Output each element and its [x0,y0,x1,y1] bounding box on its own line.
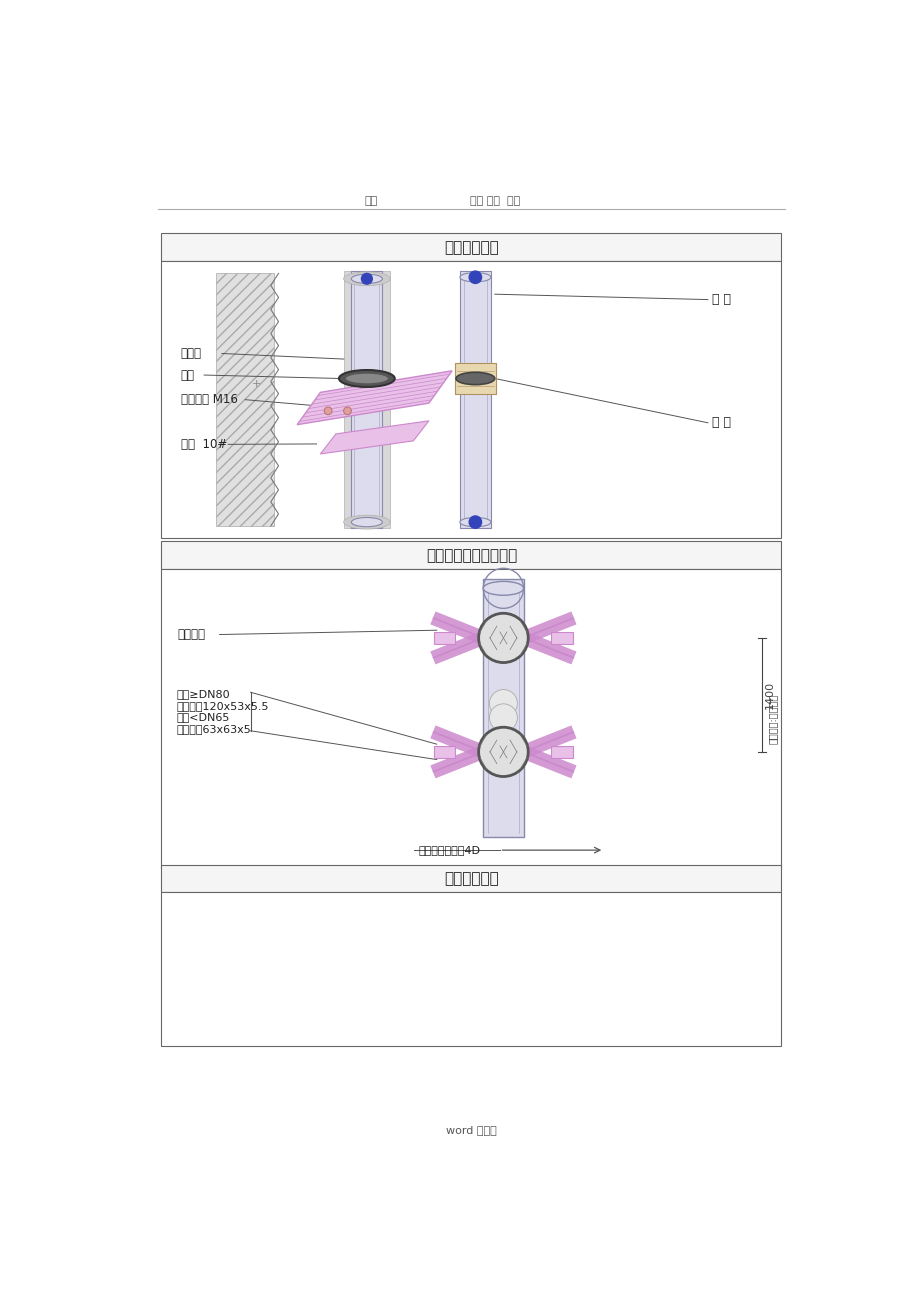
Text: +: + [252,379,261,390]
Circle shape [469,516,481,528]
Ellipse shape [344,515,390,529]
Ellipse shape [345,373,388,384]
Text: 保温层: 保温层 [181,347,201,360]
Bar [351,271,382,528]
Text: 木 托: 木 托 [711,416,730,429]
Bar [482,579,523,837]
Ellipse shape [351,517,382,526]
Text: 范文: 范文 [364,195,377,206]
Text: 垂直管道支架: 垂直管道支架 [444,240,498,254]
Circle shape [489,689,516,718]
Bar [162,865,780,893]
Ellipse shape [344,272,390,285]
Ellipse shape [351,274,382,284]
Polygon shape [297,371,451,425]
Ellipse shape [460,517,491,526]
Bar [216,274,274,526]
Text: 管箍: 管箍 [181,369,195,382]
Text: 水 管: 水 管 [711,293,730,306]
Text: 管卡距离:参考图纸: 管卡距离:参考图纸 [766,694,777,744]
Text: 槽钢  10#: 槽钢 10# [181,438,227,451]
Bar [550,632,573,644]
Polygon shape [320,421,428,453]
Bar [162,893,780,1046]
Ellipse shape [456,373,494,384]
Bar [162,569,780,869]
Circle shape [478,614,528,662]
Bar [344,271,390,528]
Bar [460,271,491,528]
Text: 范例 学习  指导: 范例 学习 指导 [469,195,519,206]
Circle shape [344,407,351,414]
Ellipse shape [338,370,394,387]
Text: 至伸缩节距离为4D: 至伸缩节距离为4D [418,846,480,855]
Bar [455,364,495,394]
Circle shape [361,274,372,284]
Bar [162,233,780,261]
Text: 管径≥DN80
槽钢支架120x53x5.5
管径<DN65
角钢支架63x63x5: 管径≥DN80 槽钢支架120x53x5.5 管径<DN65 角钢支架63x63… [176,689,269,734]
Bar [550,745,573,758]
Text: 1400: 1400 [764,681,774,709]
Bar [162,541,780,569]
Bar [433,745,455,758]
Text: 伸缩节处固定管卡安装: 伸缩节处固定管卡安装 [425,547,516,563]
Text: 槽钢支架: 槽钢支架 [176,628,205,641]
Ellipse shape [482,581,523,595]
Circle shape [323,407,332,414]
Text: 膨胀螺栓 M16: 膨胀螺栓 M16 [181,394,237,407]
Bar [169,267,773,532]
Ellipse shape [460,272,491,281]
Bar [162,261,780,538]
Circle shape [469,271,481,284]
Text: word 整理版: word 整理版 [446,1126,496,1135]
Text: 立管承重支架: 立管承重支架 [444,872,498,886]
Circle shape [489,704,516,731]
Circle shape [478,727,528,777]
Bar [433,632,455,644]
Bar [169,575,766,860]
